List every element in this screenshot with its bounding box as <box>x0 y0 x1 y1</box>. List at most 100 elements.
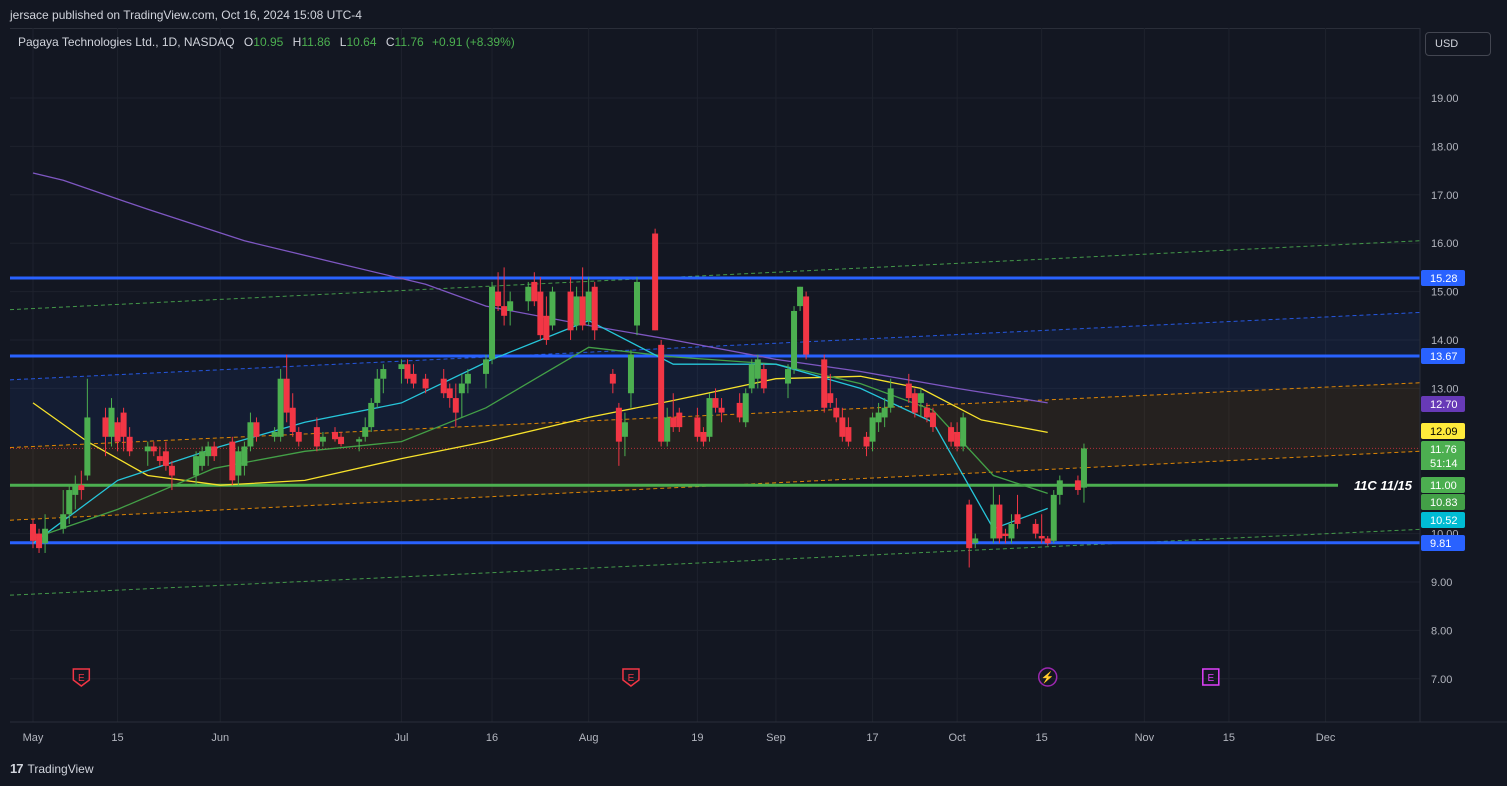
candle-body <box>911 393 918 413</box>
candle-body <box>42 528 49 544</box>
candle-body <box>670 417 677 428</box>
candle-down <box>1032 519 1039 539</box>
candle-up <box>362 417 369 442</box>
price-tick-label: 8.00 <box>1431 625 1452 637</box>
candle-body <box>1050 494 1057 541</box>
candle-down <box>289 393 296 437</box>
candle-up <box>549 286 556 331</box>
countdown-label: 51:14 <box>1430 458 1458 470</box>
candle-body <box>1014 514 1021 524</box>
candle-body <box>839 417 846 437</box>
candle-body <box>464 373 471 384</box>
candle-down <box>156 446 163 466</box>
candle-body <box>567 291 574 331</box>
open-label: O <box>243 35 254 49</box>
candle-up <box>247 412 254 452</box>
candle-down <box>114 417 121 452</box>
price-tick-label: 16.00 <box>1431 238 1459 250</box>
candle-up <box>875 402 882 432</box>
time-tick-label: 19 <box>691 732 703 744</box>
channel-bands <box>10 312 1420 521</box>
candle-body <box>579 296 586 326</box>
candle-down <box>1044 536 1051 546</box>
candle-down <box>839 407 846 442</box>
candle-up <box>627 349 634 408</box>
candle-up <box>791 306 798 374</box>
candle-body <box>1080 448 1087 488</box>
tradingview-logo[interactable]: 17 TradingView <box>10 761 94 776</box>
candle-down <box>410 364 417 389</box>
price-tag <box>1421 477 1465 493</box>
candle-up <box>205 441 212 466</box>
candles <box>30 228 1087 568</box>
candle-down <box>501 267 508 326</box>
candle-body <box>923 407 930 418</box>
candle-body <box>501 306 508 316</box>
time-tick-label: Jun <box>211 732 229 744</box>
candle-down <box>905 373 912 403</box>
footer <box>0 752 1507 786</box>
price-tag-label: 13.67 <box>1430 351 1458 363</box>
candle-body <box>658 344 665 442</box>
candle-body <box>102 417 109 437</box>
candle-down <box>537 277 544 340</box>
time-tick-label: May <box>23 732 44 744</box>
time-tick-label: 15 <box>111 732 123 744</box>
earnings-icon <box>72 668 91 687</box>
candle-down <box>338 431 345 447</box>
price-tag-label: 9.81 <box>1430 538 1451 550</box>
candle-down <box>229 436 236 486</box>
candle-body <box>211 446 218 457</box>
candle-down <box>150 441 157 457</box>
candle-body <box>531 281 538 302</box>
close-label: C <box>385 35 395 49</box>
candle-body <box>126 436 133 452</box>
time-tick-label: 16 <box>486 732 498 744</box>
candle-body <box>706 398 713 437</box>
candle-body <box>295 431 302 442</box>
earnings-icon-label: E <box>78 673 85 684</box>
candle-up <box>60 490 67 534</box>
candle-down <box>78 470 85 500</box>
candle-down <box>923 402 930 423</box>
candle-down <box>1014 494 1021 529</box>
candle-down <box>162 441 169 471</box>
candle-down <box>954 422 961 452</box>
time-axis: May 15 Jun Jul 16 Aug 19 Sep 17 Oct 15 Nov 15 Dec <box>10 721 1507 744</box>
candle-up <box>374 369 381 408</box>
candle-body <box>627 354 634 394</box>
time-tick-label: 15 <box>1223 732 1235 744</box>
candle-body <box>869 417 876 442</box>
price-tag <box>1421 396 1465 412</box>
candle-body <box>199 451 206 466</box>
price-tick-label: 14.00 <box>1431 335 1459 347</box>
candle-down <box>948 422 955 447</box>
candle-up <box>235 446 242 486</box>
time-tick-label: Jul <box>394 732 408 744</box>
candle-down <box>827 373 834 408</box>
candle-down <box>422 373 429 394</box>
candle-body <box>887 388 894 408</box>
candle-body <box>573 296 580 326</box>
candle-body <box>845 427 852 442</box>
candle-body <box>742 393 749 423</box>
candle-down <box>404 359 411 384</box>
candle-body <box>283 378 290 413</box>
candle-body <box>247 422 254 447</box>
candle-up <box>1056 475 1063 505</box>
candle-down <box>531 272 538 307</box>
candle-body <box>966 504 973 549</box>
candle-body <box>797 286 804 307</box>
candle-body <box>1002 533 1009 537</box>
currency-button[interactable]: USD <box>1425 32 1491 56</box>
candle-body <box>863 436 870 447</box>
time-tick-label: 17 <box>866 732 878 744</box>
candle-body <box>120 412 127 437</box>
candle-down <box>736 393 743 423</box>
price-tag-label: 12.70 <box>1430 399 1458 411</box>
earnings-icon <box>1202 668 1220 686</box>
candle-body <box>66 490 73 515</box>
candle-body <box>313 427 320 447</box>
candle-up <box>277 369 284 442</box>
